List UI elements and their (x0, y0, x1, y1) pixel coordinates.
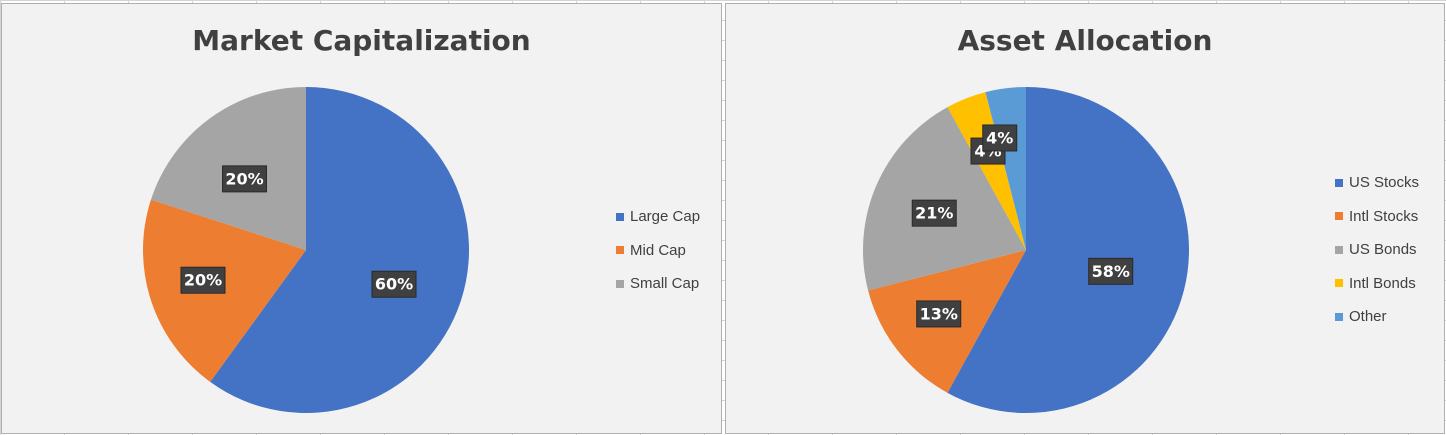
legend-swatch (616, 212, 624, 221)
legend-item-large-cap: Large Cap (616, 200, 700, 234)
legend-item-other: Other (1335, 300, 1419, 334)
data-label-mid-cap: 20% (180, 266, 226, 294)
svg-text:21%: 21% (915, 204, 953, 223)
market-cap-chart[interactable]: Market Capitalization 60% 20% 20% Large Ca… (1, 3, 722, 434)
pie-slice-us-bonds[interactable] (863, 107, 1026, 291)
legend-label: Other (1349, 308, 1387, 326)
pie-slice-intl-bonds[interactable] (947, 92, 1026, 250)
data-label-small-cap: 20% (222, 165, 268, 193)
legend-swatch (1335, 212, 1343, 221)
legend-item-intl-bonds: Intl Bonds (1335, 267, 1419, 301)
legend-label: Intl Bonds (1349, 274, 1416, 292)
asset-allocation-pie: 58%13%21%4%4% (863, 87, 1189, 413)
svg-text:58%: 58% (1092, 262, 1130, 281)
legend-swatch (1335, 279, 1343, 288)
legend-item-mid-cap: Mid Cap (616, 234, 700, 268)
svg-text:4%: 4% (986, 128, 1013, 147)
svg-text:20%: 20% (225, 169, 263, 188)
svg-text:13%: 13% (920, 304, 958, 323)
asset-allocation-chart[interactable]: Asset Allocation 58%13%21%4%4% US Stocks… (725, 3, 1445, 434)
legend-label: US Bonds (1349, 241, 1417, 259)
legend-label: Small Cap (630, 275, 700, 293)
legend-label: Large Cap (630, 208, 701, 226)
legend-item-us-stocks: US Stocks (1335, 166, 1419, 200)
legend-item-intl-stocks: Intl Stocks (1335, 200, 1419, 234)
legend-swatch (1335, 178, 1343, 187)
data-label-other: 4% (982, 124, 1018, 152)
svg-text:60%: 60% (375, 275, 413, 294)
legend-label: Mid Cap (630, 241, 686, 259)
chart-title: Market Capitalization (192, 24, 531, 57)
data-label-intl-stocks: 13% (916, 300, 962, 328)
data-label-large-cap: 60% (371, 270, 417, 298)
legend-item-us-bonds: US Bonds (1335, 233, 1419, 267)
legend-swatch (1335, 245, 1343, 254)
legend-swatch (616, 246, 624, 255)
svg-text:20%: 20% (184, 271, 222, 290)
data-label-us-bonds: 21% (911, 199, 957, 227)
pie-slice-large-cap[interactable] (210, 87, 469, 413)
legend-label: Intl Stocks (1349, 207, 1419, 225)
market-cap-pie: 60% 20% 20% (143, 87, 469, 413)
legend-swatch (1335, 312, 1343, 321)
legend-swatch (616, 279, 624, 288)
pie-slice-us-stocks[interactable] (947, 87, 1189, 413)
legend-label: US Stocks (1349, 174, 1420, 192)
legend: US Stocks Intl Stocks US Bonds Intl Bonds Ot… (1335, 166, 1419, 334)
chart-title: Asset Allocation (957, 24, 1213, 57)
legend-item-small-cap: Small Cap (616, 267, 700, 301)
legend: Large Cap Mid Cap Small Cap (616, 200, 700, 301)
data-label-us-stocks: 58% (1088, 257, 1134, 285)
